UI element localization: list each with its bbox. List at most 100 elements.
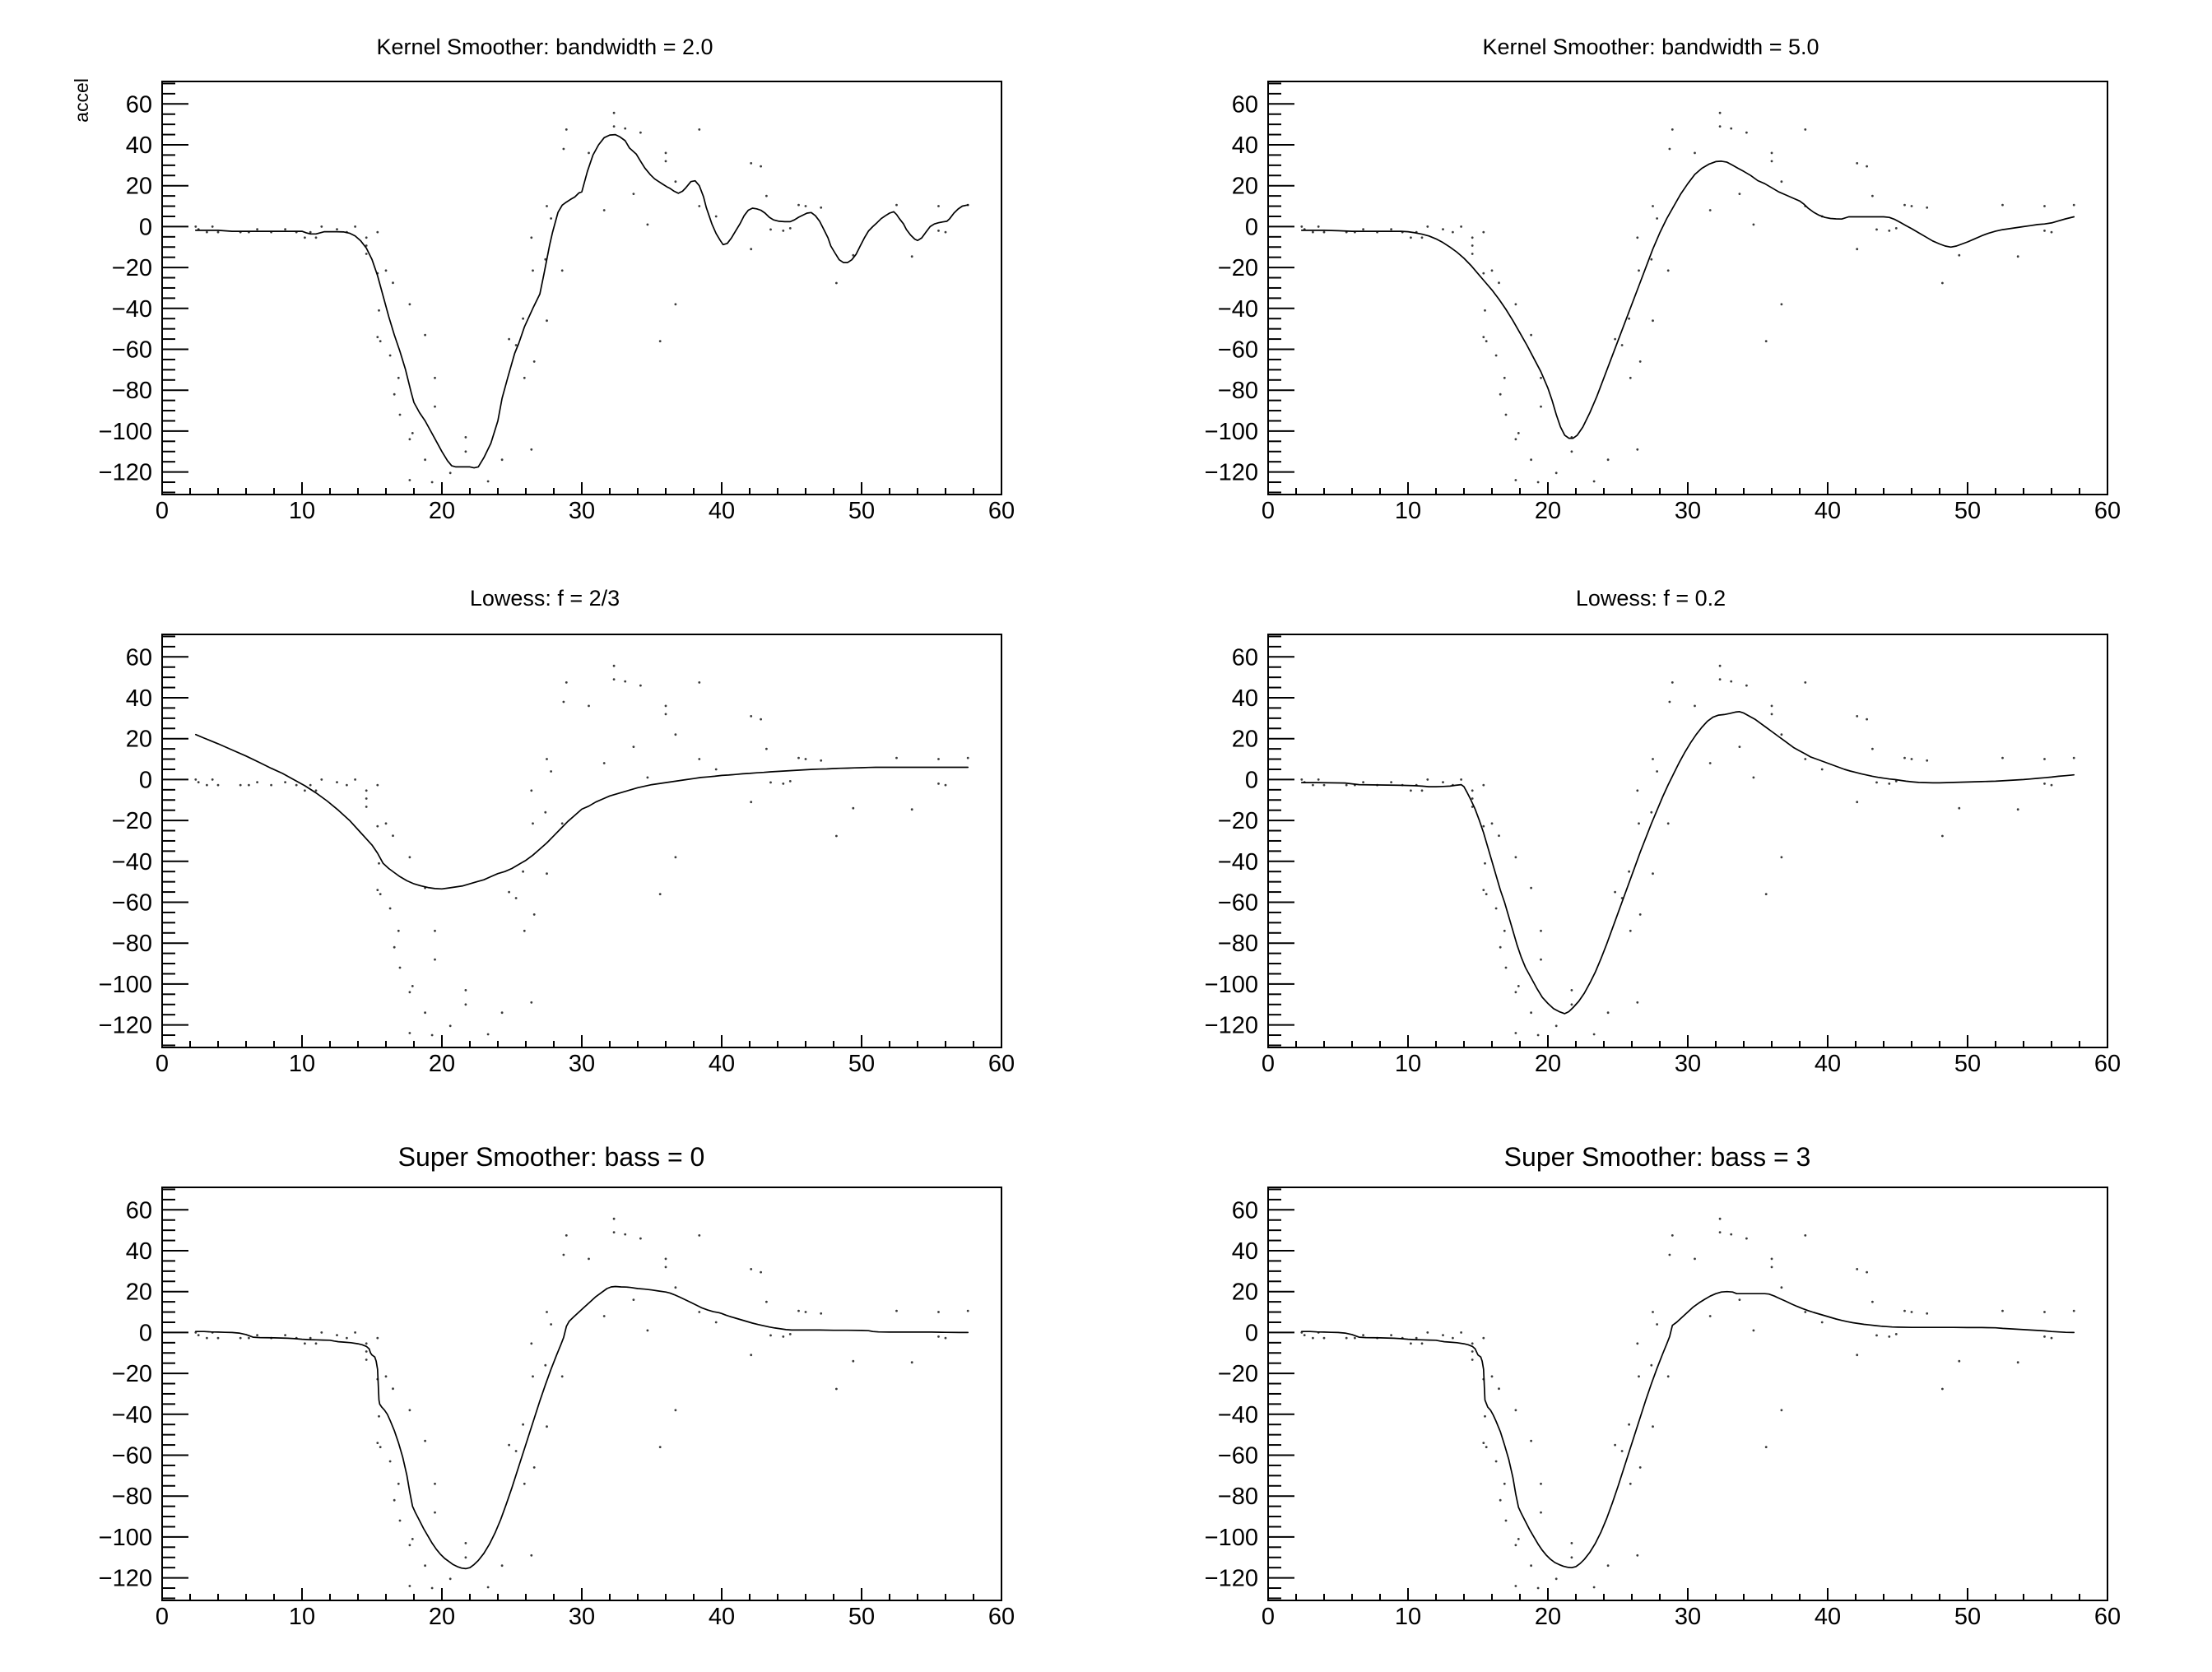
y-tick-label: 0 — [1245, 767, 1258, 793]
x-tick-label: 40 — [1815, 1051, 1841, 1077]
x-tick-label: 10 — [289, 1604, 315, 1630]
x-tick-label: 0 — [1262, 1051, 1275, 1077]
y-tick-label: −80 — [1218, 931, 1258, 957]
y-tick-label: −40 — [1218, 1402, 1258, 1428]
x-tick-label: 10 — [289, 1051, 315, 1077]
x-tick-label: 50 — [848, 498, 875, 524]
scatter-points — [194, 664, 969, 1037]
y-tick-label: 20 — [126, 727, 152, 753]
x-tick-label: 20 — [1535, 1051, 1561, 1077]
y-tick-label: −20 — [112, 1361, 152, 1387]
x-tick-label: 60 — [2094, 1051, 2121, 1077]
x-tick-label: 30 — [1675, 1051, 1701, 1077]
x-tick-label: 20 — [1535, 1604, 1561, 1630]
y-tick-label: 60 — [1232, 644, 1258, 671]
x-tick-label: 50 — [848, 1051, 875, 1077]
y-tick-label: −80 — [112, 1484, 152, 1510]
plot-title: Kernel Smoother: bandwidth = 2.0 — [376, 35, 713, 59]
y-tick-label: 20 — [126, 1280, 152, 1306]
axis-ticks — [1267, 1188, 2108, 1600]
x-tick-label: 60 — [988, 498, 1015, 524]
scatter-points — [194, 111, 969, 484]
smoother-curve — [194, 133, 969, 469]
x-tick-label: 50 — [1954, 1604, 1981, 1630]
y-tick-label: 60 — [1232, 91, 1258, 118]
y-axis-label: accel — [71, 78, 92, 123]
y-tick-label: −20 — [112, 808, 152, 834]
y-tick-label: −20 — [1218, 808, 1258, 834]
plot-canvas-kernel-bw5: Kernel Smoother: bandwidth = 5.0 −120 −10… — [1205, 35, 2121, 524]
y-tick-label: −120 — [99, 460, 152, 486]
scatter-points — [1300, 1217, 2075, 1590]
y-tick-label: 0 — [1245, 214, 1258, 240]
x-tick-label: 60 — [988, 1051, 1015, 1077]
subplot-lowess-f02: Lowess: f = 0.2 −120 −100 −80 −60 −40 −20 0 20 4… — [1139, 566, 2212, 1119]
y-tick-label: −80 — [112, 931, 152, 957]
smoother-curve — [1300, 711, 2075, 1015]
x-tick-label: 10 — [1395, 498, 1421, 524]
plot-canvas-lowess-f02: Lowess: f = 0.2 −120 −100 −80 −60 −40 −20 0 20 4… — [1205, 586, 2121, 1077]
x-tick-label: 0 — [156, 1051, 169, 1077]
x-tick-label: 50 — [1954, 1051, 1981, 1077]
y-tick-label: −60 — [112, 1443, 152, 1470]
subplot-lowess-f23: Lowess: f = 2/3 −120 −100 −80 −60 −40 −20 0 20 4… — [33, 566, 1139, 1119]
x-tick-label: 0 — [156, 1604, 169, 1630]
x-tick-label: 50 — [848, 1604, 875, 1630]
y-tick-label: −120 — [99, 1013, 152, 1039]
y-tick-label: 40 — [1232, 132, 1258, 159]
plot-title: Kernel Smoother: bandwidth = 5.0 — [1482, 35, 1819, 59]
x-tick-label: 40 — [709, 498, 735, 524]
y-tick-label: −100 — [1205, 972, 1258, 998]
axis-ticks — [1267, 82, 2108, 495]
y-tick-label: 20 — [1232, 727, 1258, 753]
y-tick-label: 0 — [1245, 1320, 1258, 1346]
y-tick-label: 0 — [139, 1320, 152, 1346]
plot-canvas-lowess-f23: Lowess: f = 2/3 −120 −100 −80 −60 −40 −20 0 20 4… — [99, 586, 1015, 1077]
plot-canvas-supersmoother-bass3: Super Smoother: bass = 3 −120 −100 −80 −60 −… — [1205, 1142, 2121, 1630]
x-tick-label: 20 — [1535, 498, 1561, 524]
plot-title: Lowess: f = 2/3 — [470, 586, 620, 611]
scatter-points — [1300, 111, 2075, 484]
axis-ticks — [161, 1188, 1002, 1600]
y-tick-label: 0 — [139, 214, 152, 240]
subplot-kernel-smoother-bw2: Kernel Smoother: bandwidth = 2.0 −120 −10… — [33, 13, 1139, 566]
y-tick-label: −120 — [1205, 1013, 1258, 1039]
y-tick-label: 20 — [1232, 174, 1258, 200]
x-tick-label: 10 — [1395, 1604, 1421, 1630]
plot-frame — [161, 1187, 1002, 1601]
y-tick-label: −120 — [1205, 1566, 1258, 1592]
y-tick-label: −40 — [112, 849, 152, 875]
subplot-kernel-smoother-bw5: Kernel Smoother: bandwidth = 5.0 −120 −10… — [1139, 13, 2212, 566]
y-tick-label: −80 — [1218, 378, 1258, 404]
plot-title: Lowess: f = 0.2 — [1576, 586, 1726, 611]
x-tick-label: 30 — [569, 1051, 595, 1077]
x-tick-label: 30 — [569, 498, 595, 524]
y-tick-label: −120 — [99, 1566, 152, 1592]
subplot-supersmoother-bass0: Super Smoother: bass = 0 −120 −100 −80 −60 −… — [33, 1119, 1139, 1672]
y-tick-label: −60 — [112, 890, 152, 917]
x-tick-label: 30 — [1675, 1604, 1701, 1630]
y-tick-label: −100 — [99, 419, 152, 445]
y-tick-label: −20 — [112, 255, 152, 281]
x-tick-label: 0 — [1262, 1604, 1275, 1630]
x-tick-label: 40 — [709, 1051, 735, 1077]
x-tick-label: 10 — [1395, 1051, 1421, 1077]
plot-canvas-supersmoother-bass0: Super Smoother: bass = 0 −120 −100 −80 −60 −… — [99, 1142, 1015, 1630]
plot-frame — [1267, 1187, 2108, 1601]
y-tick-label: 40 — [126, 1238, 152, 1265]
y-tick-label: −60 — [1218, 890, 1258, 917]
plot-title: Super Smoother: bass = 3 — [1504, 1142, 1811, 1172]
axis-ticks — [1267, 635, 2108, 1047]
y-tick-label: −60 — [1218, 337, 1258, 364]
x-tick-label: 50 — [1954, 498, 1981, 524]
y-tick-label: −80 — [1218, 1484, 1258, 1510]
y-tick-label: 40 — [126, 685, 152, 712]
axis-ticks — [161, 635, 1002, 1047]
y-tick-label: −120 — [1205, 460, 1258, 486]
x-tick-label: 20 — [429, 1604, 455, 1630]
scatter-points — [1300, 664, 2075, 1037]
y-tick-label: −100 — [99, 1525, 152, 1551]
y-tick-label: −60 — [1218, 1443, 1258, 1470]
